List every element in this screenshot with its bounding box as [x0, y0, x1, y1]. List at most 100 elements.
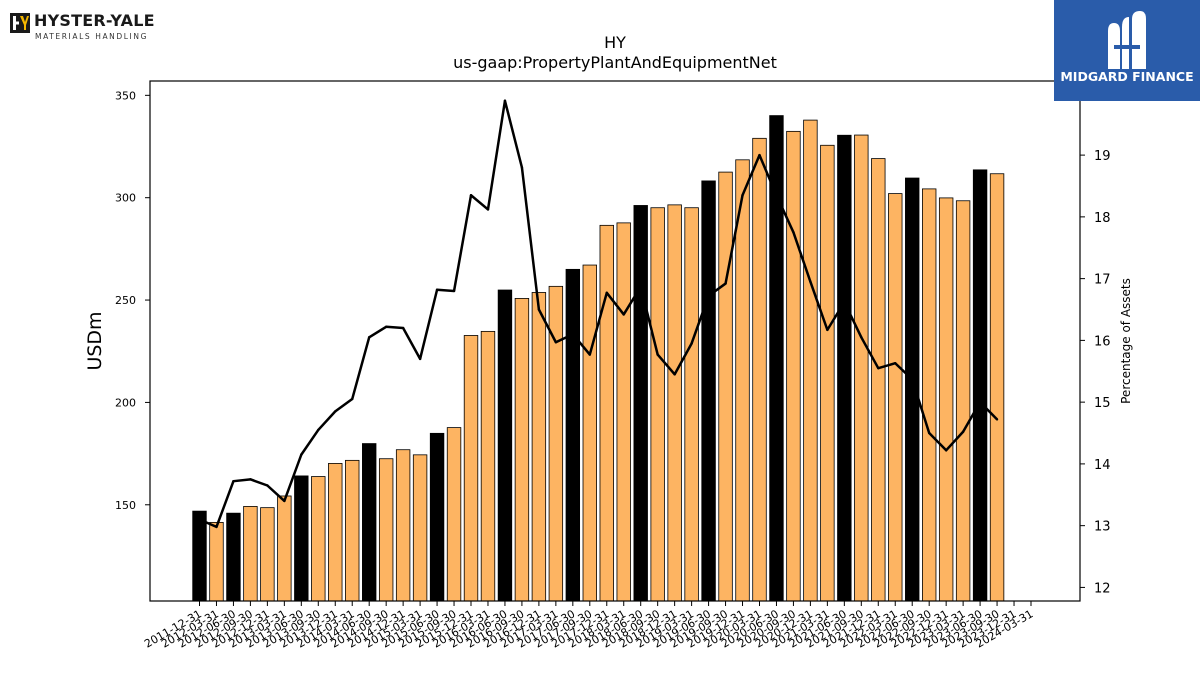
line-point-2021-09-30	[860, 336, 863, 339]
bar-2020-12-31	[803, 119, 818, 602]
chart-subtitle: us-gaap:PropertyPlantAndEquipmentNet	[453, 53, 777, 72]
line-point-2019-03-31	[690, 342, 693, 345]
bar-series	[192, 115, 1005, 602]
line-point-2019-09-30	[724, 282, 727, 285]
bar-2016-03-31	[480, 330, 496, 602]
bar-2021-03-31	[820, 144, 835, 602]
bar-2023-09-30	[989, 173, 1005, 602]
line-point-2021-12-31	[877, 366, 880, 370]
bar-2015-06-30	[429, 432, 445, 602]
bar-2018-09-30	[650, 207, 665, 602]
bar-2021-06-30	[837, 134, 852, 602]
bar-2017-09-30	[582, 264, 597, 602]
line-point-2012-06-30	[232, 479, 235, 483]
bar-2022-09-30	[922, 188, 937, 602]
bar-2016-12-31	[531, 292, 547, 602]
line-point-2021-06-30	[843, 300, 846, 304]
line-point-2023-03-31	[961, 430, 965, 433]
line-point-2012-12-31	[266, 484, 269, 487]
line-point-2018-03-31	[622, 313, 625, 316]
y2-tick-label-16: 16	[1094, 334, 1111, 349]
y2-tick-label-15: 15	[1094, 396, 1111, 411]
bar-2019-09-30	[718, 171, 733, 602]
midgard-logo-icon	[1108, 11, 1146, 69]
y-tick-label-350: 350	[115, 89, 136, 102]
bar-2022-03-31	[888, 193, 903, 602]
y-tick-label-150: 150	[115, 499, 136, 512]
y-axis-right: 12 13 14 15 16 17 18 19	[1080, 149, 1111, 596]
y2-tick-label-19: 19	[1094, 149, 1111, 164]
line-percentage-of-assets	[198, 99, 998, 529]
line-point-2014-09-30	[384, 325, 388, 328]
line-point-2020-03-31	[758, 153, 761, 157]
hyster-yale-brand: HYSTER-YALE	[34, 11, 155, 30]
line-point-2020-09-30	[792, 231, 795, 234]
line-point-2013-06-30	[300, 453, 303, 456]
bar-2023-03-31	[955, 200, 971, 602]
line-point-2020-06-30	[775, 194, 778, 197]
bar-2022-12-31	[938, 197, 954, 602]
bar-2013-06-30	[294, 475, 309, 602]
line-point-2015-06-30	[435, 288, 439, 291]
y-tick-label-200: 200	[115, 396, 136, 409]
midgard-finance-name: MIDGARD FINANCE	[1060, 69, 1194, 84]
line-point-2014-06-30	[367, 336, 371, 339]
line-point-2021-03-31	[826, 328, 829, 332]
line-point-2012-09-30	[249, 478, 252, 481]
line-point-2018-06-30	[639, 285, 642, 288]
line-point-2014-12-31	[401, 326, 405, 330]
line-point-2022-03-31	[894, 362, 897, 365]
line-point-2015-12-31	[469, 194, 473, 197]
y2-tick-label-12: 12	[1094, 581, 1111, 596]
bar-2015-12-31	[463, 335, 479, 602]
bar-2021-09-30	[854, 134, 869, 602]
bar-2015-03-31	[412, 454, 428, 602]
bar-2016-06-30	[497, 289, 513, 602]
bar-2012-09-30	[243, 506, 258, 602]
bar-2021-12-31	[871, 158, 886, 602]
bar-2011-12-31	[192, 510, 207, 602]
bar-2019-03-31	[684, 207, 699, 602]
y2-tick-label-14: 14	[1094, 458, 1111, 473]
line-point-2013-09-30	[317, 428, 320, 432]
line-point-2017-12-31	[605, 291, 608, 295]
line-point-2023-09-30	[995, 418, 999, 421]
line-point-2020-12-31	[809, 280, 812, 283]
bar-2014-09-30	[378, 458, 394, 602]
line-point-2016-03-31	[486, 208, 490, 211]
bar-2014-12-31	[395, 449, 411, 602]
bar-2017-12-31	[599, 224, 614, 602]
y2-tick-label-17: 17	[1094, 273, 1111, 288]
line-point-2017-09-30	[588, 353, 591, 356]
bar-2018-06-30	[633, 205, 648, 602]
bar-2012-03-31	[209, 521, 224, 602]
bar-2020-03-31	[752, 137, 767, 602]
bar-2017-06-30	[565, 268, 581, 602]
hyster-yale-subtitle: MATERIALS HANDLING	[35, 32, 148, 41]
line-point-2018-09-30	[656, 353, 659, 356]
bar-2020-06-30	[769, 115, 784, 602]
bar-2012-06-30	[226, 512, 241, 602]
line-point-2013-12-31	[334, 410, 337, 413]
line-point-2017-06-30	[571, 333, 575, 336]
midgard-finance-logo: MIDGARD FINANCE	[1054, 0, 1200, 101]
hyster-yale-logo-icon	[10, 13, 30, 33]
chart-title: HY	[604, 33, 626, 52]
line-point-2022-12-31	[944, 449, 948, 452]
bar-2013-12-31	[328, 463, 343, 602]
bar-2013-03-31	[277, 495, 292, 602]
y-axis-left: 150 200 250 300 350	[115, 89, 150, 512]
plot-frame	[149, 80, 1081, 602]
line-point-2016-09-30	[520, 166, 524, 169]
hyster-yale-logo: HYSTER-YALE MATERIALS HANDLING	[10, 10, 155, 44]
bar-2019-06-30	[701, 180, 716, 602]
bar-2016-09-30	[514, 298, 530, 602]
bar-2014-03-31	[345, 459, 360, 602]
x-axis: 2011-12-312012-03-312012-06-302012-09-30…	[142, 601, 1036, 651]
line-point-2014-03-31	[351, 397, 354, 401]
line-point-2016-06-30	[503, 99, 507, 102]
y2-axis-label: Percentage of Assets	[1119, 278, 1133, 404]
line-point-2022-09-30	[927, 431, 931, 435]
y2-tick-label-13: 13	[1094, 520, 1111, 535]
line-series	[198, 99, 999, 529]
